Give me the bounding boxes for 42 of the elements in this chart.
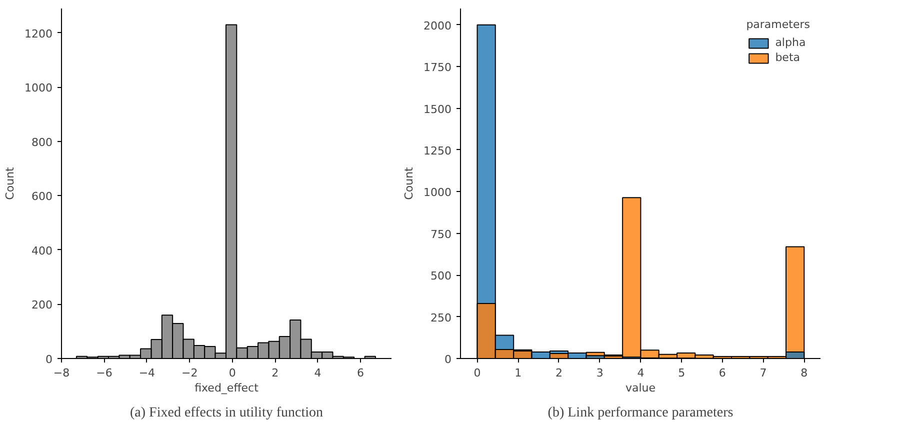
x-tick-label: 2 <box>555 366 562 380</box>
y-tick-label: 0 <box>444 353 452 366</box>
text: (a) Fixed effects in utility function <box>130 406 323 420</box>
x-tick-label: 4 <box>637 366 644 380</box>
y-tick-label: 400 <box>32 244 53 258</box>
x-tick-label: 0 <box>228 366 236 380</box>
y-tick-label: 2000 <box>424 19 452 32</box>
x-tick-label: 1 <box>514 366 522 380</box>
y-axis-title: Count <box>402 166 416 200</box>
x-axis-title: fixed_effect <box>194 382 260 394</box>
y-tick-label: 250 <box>430 311 452 324</box>
x-axis-title: value <box>625 382 656 394</box>
legend-title: parameters <box>746 18 810 31</box>
x-tick-label: 8 <box>800 366 808 380</box>
text: (b) Link performance parameters <box>548 406 734 420</box>
y-tick-label: 1250 <box>424 144 452 158</box>
y-axis-title: Count <box>4 166 17 200</box>
y-tick-label: 0 <box>46 353 52 366</box>
y-tick-label: 800 <box>32 136 53 149</box>
x-tick-label: 5 <box>678 366 686 380</box>
legend-label: alpha <box>775 36 806 49</box>
y-tick-label: 1500 <box>424 102 452 116</box>
x-tick-label: −2 <box>182 366 198 380</box>
y-tick-label: 600 <box>32 190 53 204</box>
y-tick-label: 200 <box>32 298 53 312</box>
y-tick-label: 750 <box>430 228 452 241</box>
y-tick-label: 1750 <box>424 61 452 74</box>
legend-label: beta <box>775 51 800 64</box>
y-tick-label: 1000 <box>424 186 452 200</box>
x-tick-label: 4 <box>314 366 322 380</box>
x-tick-label: 6 <box>718 366 726 380</box>
x-tick-label: −8 <box>53 366 70 380</box>
x-tick-label: 3 <box>596 366 604 380</box>
x-tick-label: −4 <box>138 366 156 380</box>
y-tick-label: 1000 <box>24 82 53 95</box>
x-tick-label: 7 <box>760 366 767 380</box>
x-tick-label: 2 <box>272 366 279 380</box>
x-tick-label: 6 <box>357 366 364 380</box>
y-tick-label: 500 <box>430 270 452 283</box>
x-tick-label: −6 <box>96 366 112 380</box>
x-tick-label: 0 <box>474 366 481 380</box>
y-tick-label: 1200 <box>24 27 53 40</box>
